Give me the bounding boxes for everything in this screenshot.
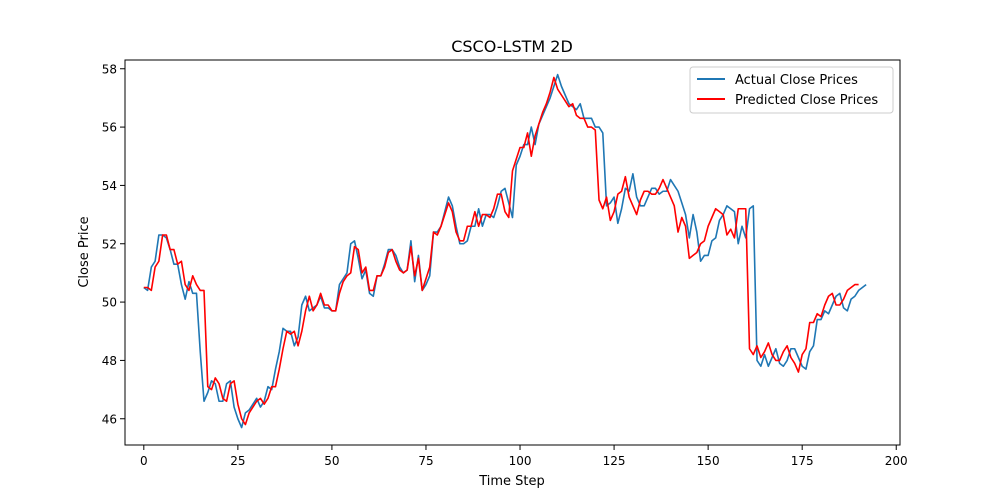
y-tick-label: 46: [102, 412, 117, 426]
y-tick-label: 54: [102, 179, 117, 193]
x-tick-label: 200: [885, 454, 908, 468]
y-axis: 46 48 50 52 54 56 58: [102, 62, 125, 426]
plot-area: [124, 59, 901, 446]
series-layer: [143, 73, 867, 429]
y-tick-label: 48: [102, 354, 117, 368]
chart-title: CSCO-LSTM 2D: [451, 37, 573, 56]
x-axis-label: Time Step: [478, 474, 545, 489]
x-axis: 0 25 50 75 100 125 150 175 200: [140, 445, 908, 468]
legend-label-actual: Actual Close Prices: [735, 73, 858, 88]
legend-label-predicted: Predicted Close Prices: [735, 93, 878, 108]
y-axis-label: Close Price: [77, 216, 92, 287]
x-tick-label: 175: [791, 454, 814, 468]
x-tick-label: 75: [418, 454, 433, 468]
legend: Actual Close Prices Predicted Close Pric…: [689, 66, 894, 114]
legend-box: [689, 66, 894, 114]
y-tick-label: 58: [102, 62, 117, 76]
x-tick-label: 50: [324, 454, 339, 468]
y-tick-label: 52: [102, 237, 117, 251]
x-tick-label: 25: [230, 454, 245, 468]
x-tick-label: 125: [603, 454, 626, 468]
series-line-predicted: [143, 76, 859, 426]
y-tick-label: 56: [102, 121, 117, 135]
x-tick-label: 0: [140, 454, 148, 468]
axes-frame: [124, 59, 901, 446]
x-tick-label: 150: [697, 454, 720, 468]
x-tick-label: 100: [509, 454, 532, 468]
y-tick-label: 50: [102, 296, 117, 310]
